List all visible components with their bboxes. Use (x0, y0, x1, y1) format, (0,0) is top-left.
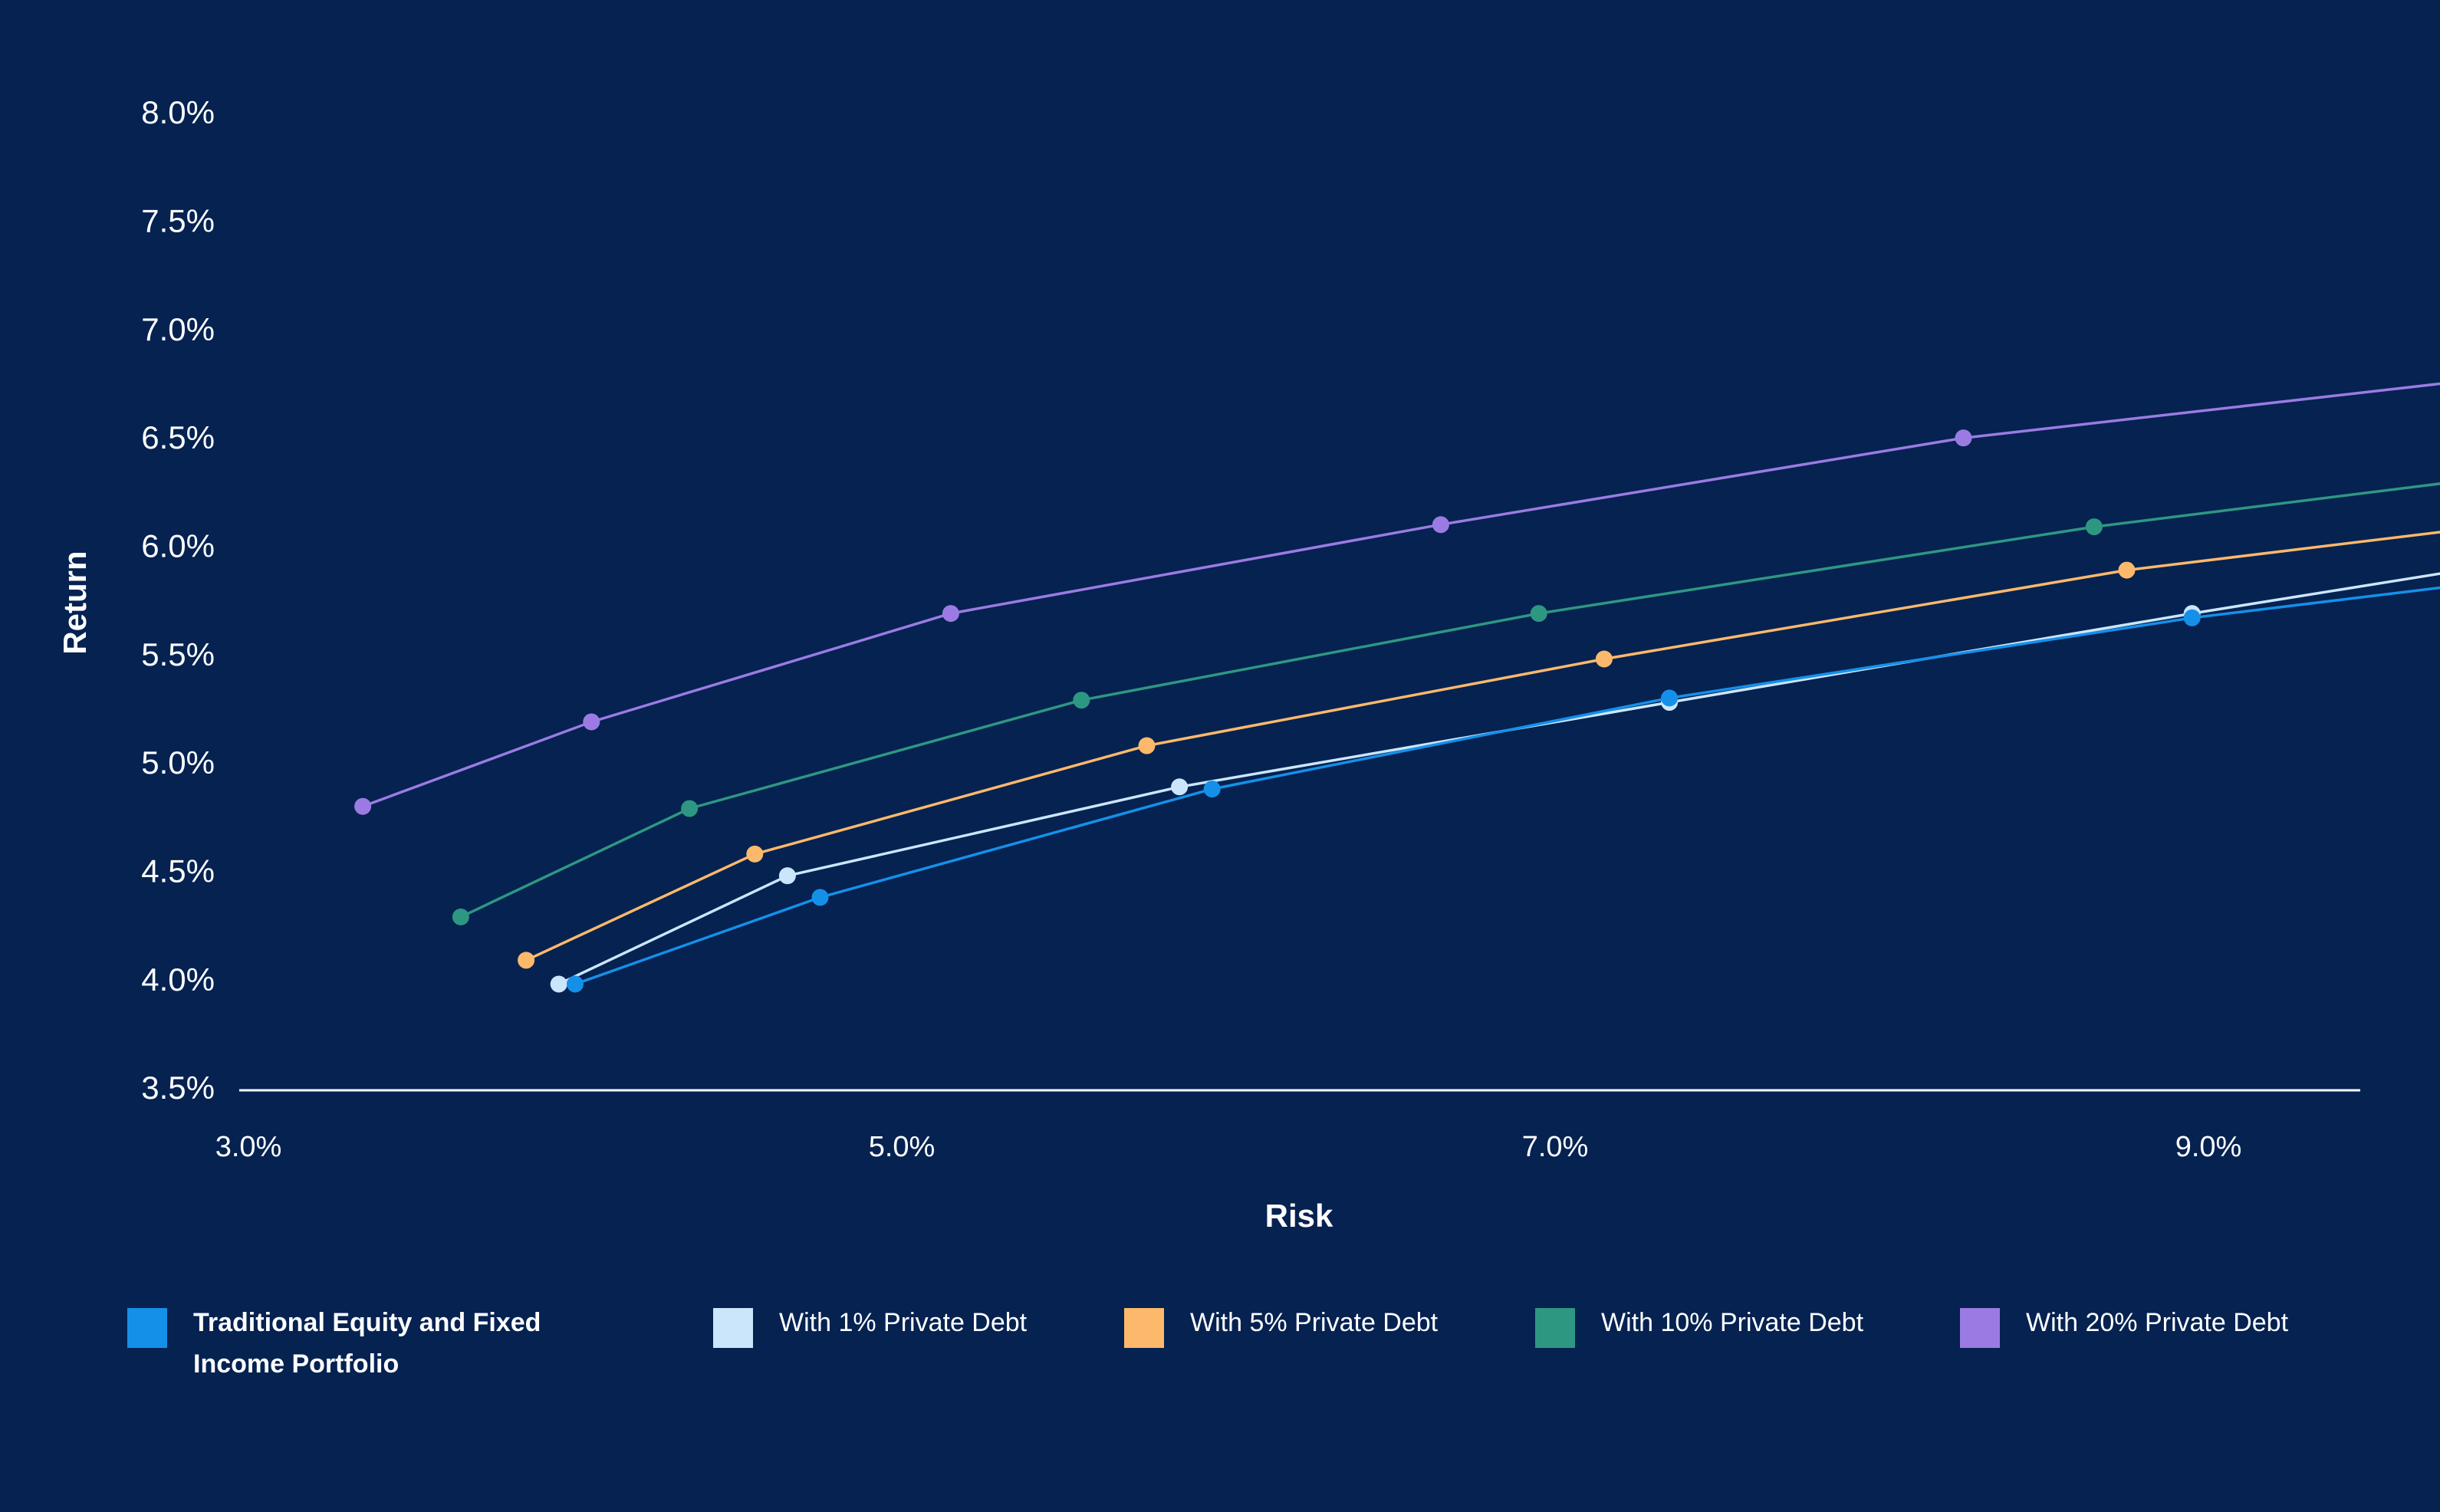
x-axis-title: Risk (1265, 1198, 1333, 1234)
data-point[interactable] (1955, 429, 1972, 447)
legend-label-traditional: Traditional Equity and Fixed Income Port… (193, 1308, 541, 1379)
data-point[interactable] (811, 889, 829, 906)
data-point[interactable] (1595, 650, 1613, 668)
series-line (362, 382, 2440, 808)
legend-item-10pct[interactable]: With 10% Private Debt (1535, 1302, 1863, 1348)
y-tick-label: 7.0% (141, 311, 215, 347)
y-tick-label: 7.5% (141, 202, 215, 238)
legend-item-traditional[interactable]: Traditional Equity and Fixed Income Port… (127, 1302, 541, 1385)
data-point[interactable] (1171, 778, 1189, 796)
series-1 (550, 572, 2440, 993)
y-tick-label: 3.5% (141, 1070, 215, 1106)
data-point[interactable] (354, 797, 372, 815)
series-line (525, 531, 2440, 961)
legend-label-10pct: With 10% Private Debt (1601, 1308, 1864, 1337)
x-tick-label: 7.0% (1522, 1131, 1589, 1163)
y-tick-label: 4.0% (141, 961, 215, 998)
series-2 (518, 531, 2440, 969)
legend-swatch-20pct (1960, 1308, 2000, 1348)
legend-label-5pct: With 5% Private Debt (1190, 1308, 1439, 1337)
y-tick-label: 8.0% (141, 94, 215, 130)
series-layer (354, 382, 2440, 993)
x-tick-label: 9.0% (2175, 1131, 2242, 1163)
y-tick-label: 5.0% (141, 744, 215, 781)
y-tick-label: 5.5% (141, 636, 215, 672)
y-tick-label: 6.0% (141, 528, 215, 564)
data-point[interactable] (2183, 609, 2201, 626)
series-line (557, 572, 2440, 986)
data-point[interactable] (1073, 692, 1090, 709)
data-point[interactable] (550, 975, 567, 993)
legend-item-20pct[interactable]: With 20% Private Debt (1960, 1302, 2288, 1348)
data-point[interactable] (942, 605, 959, 623)
legend-swatch-5pct (1124, 1308, 1164, 1348)
data-point[interactable] (1661, 689, 1679, 707)
legend-item-5pct[interactable]: With 5% Private Debt (1124, 1302, 1438, 1348)
y-axis-ticks: 3.5% 4.0% 4.5% 5.0% 5.5% 6.0% 6.5% 7.0% 7.5% 8.0% (141, 94, 215, 1106)
y-tick-label: 4.5% (141, 853, 215, 889)
data-point[interactable] (2085, 518, 2103, 536)
data-point[interactable] (1432, 516, 1449, 534)
data-point[interactable] (746, 845, 764, 863)
legend-swatch-1pct (713, 1308, 753, 1348)
data-point[interactable] (518, 952, 535, 969)
data-point[interactable] (567, 975, 584, 993)
legend-label-20pct: With 20% Private Debt (2026, 1308, 2289, 1337)
data-point[interactable] (583, 713, 600, 731)
legend-swatch-traditional (127, 1308, 167, 1348)
series-4 (354, 382, 2440, 815)
data-point[interactable] (681, 800, 699, 817)
data-point[interactable] (1203, 781, 1221, 798)
series-0 (567, 586, 2440, 993)
series-line (574, 586, 2440, 986)
y-tick-label: 6.5% (141, 419, 215, 455)
legend-swatch-10pct (1535, 1308, 1575, 1348)
data-point[interactable] (1138, 737, 1156, 754)
data-point[interactable] (2118, 561, 2136, 579)
x-axis-ticks: 3.0%5.0%7.0%9.0%11.0%13.0%15.0% (215, 1131, 2242, 1163)
y-axis-title: Return (57, 551, 93, 654)
series-line (460, 482, 2440, 919)
data-point[interactable] (452, 908, 469, 925)
x-tick-label: 5.0% (869, 1131, 936, 1163)
legend-label-1pct: With 1% Private Debt (779, 1308, 1028, 1337)
series-3 (452, 482, 2440, 925)
data-point[interactable] (1530, 605, 1547, 623)
x-tick-label: 3.0% (215, 1131, 282, 1163)
data-point[interactable] (778, 867, 796, 885)
legend: Traditional Equity and Fixed Income Port… (127, 1302, 2351, 1394)
legend-item-1pct[interactable]: With 1% Private Debt (713, 1302, 1027, 1348)
